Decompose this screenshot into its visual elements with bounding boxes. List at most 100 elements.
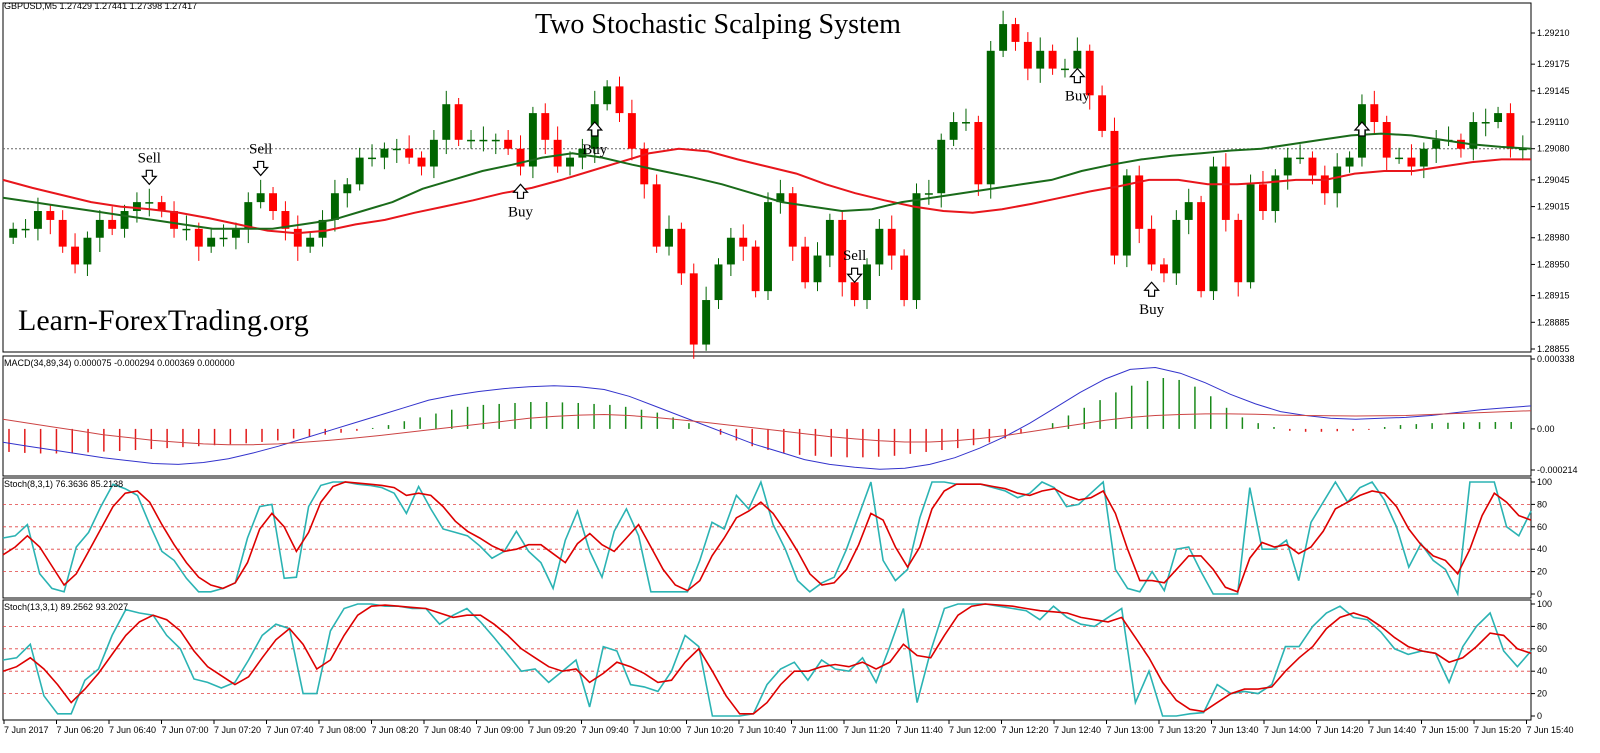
candle-body <box>194 228 203 247</box>
candle-body <box>541 113 550 140</box>
candle-body <box>627 113 636 149</box>
candle-body <box>726 237 735 265</box>
candle-body <box>900 255 909 301</box>
stoch2-axis-label: 60 <box>1537 644 1547 654</box>
time-axis-label: 7 Jun 08:00 <box>319 725 366 735</box>
candle-body <box>1370 104 1379 123</box>
candle-body <box>281 211 290 229</box>
time-axis-label: 7 Jun 10:20 <box>687 725 734 735</box>
price-axis-label: 1.29080 <box>1537 144 1570 154</box>
stoch1-axis-label: 40 <box>1537 544 1547 554</box>
time-axis-label: 7 Jun 07:00 <box>162 725 209 735</box>
candle-body <box>1419 148 1428 167</box>
candle-body <box>504 139 513 149</box>
candle-body <box>46 211 55 220</box>
candle-body <box>58 219 67 247</box>
candle-body <box>392 148 401 151</box>
candle-body <box>788 193 797 247</box>
candle-body <box>1172 219 1181 274</box>
candle-body <box>974 122 983 185</box>
macd-pane-content <box>2 366 1532 470</box>
price-axis-label: 1.28950 <box>1537 259 1570 269</box>
candle-body <box>491 139 500 142</box>
candle-body <box>776 193 785 203</box>
stoch1-main-line <box>2 479 1532 597</box>
buy-arrow-icon <box>586 121 604 137</box>
price-axis-label: 1.29145 <box>1537 86 1570 96</box>
candle-body <box>578 148 587 158</box>
candle-body <box>1011 24 1020 42</box>
candle-body <box>9 228 18 238</box>
candle-body <box>1246 184 1255 283</box>
candle-body <box>479 139 488 142</box>
candle-body <box>1296 157 1305 160</box>
time-axis-label: 7 Jun 13:20 <box>1159 725 1206 735</box>
sell-arrow-icon <box>140 169 158 186</box>
time-axis-label: 7 Jun 14:00 <box>1264 725 1311 735</box>
time-axis-label: 7 Jun 06:20 <box>57 725 104 735</box>
candle-body <box>1481 122 1490 124</box>
candle-body <box>1518 148 1527 151</box>
time-axis-label: 7 Jun 09:20 <box>529 725 576 735</box>
time-axis-label: 7 Jun 10:00 <box>634 725 681 735</box>
candle-body <box>1258 184 1267 212</box>
candle-body <box>1345 157 1354 167</box>
time-axis-label: 7 Jun 12:20 <box>1002 725 1049 735</box>
candle-body <box>850 282 859 301</box>
candle-body <box>1469 122 1478 149</box>
candle-body <box>306 237 315 247</box>
candle-body <box>516 148 525 167</box>
stoch1-signal-line <box>2 481 1532 593</box>
time-axis-label: 7 Jun 15:00 <box>1422 725 1469 735</box>
time-axis-label: 7 Jun 14:20 <box>1317 725 1364 735</box>
candle-body <box>454 104 463 140</box>
candle-body <box>231 228 240 238</box>
candle-body <box>442 104 451 140</box>
candle-body <box>1098 95 1107 131</box>
candle-body <box>343 184 352 194</box>
macd-axis-label: 0.000338 <box>1537 354 1575 364</box>
price-axis-label: 1.29015 <box>1537 202 1570 212</box>
time-axis-label: 7 Jun 12:00 <box>949 725 996 735</box>
price-axis-label: 1.29045 <box>1537 175 1570 185</box>
candle-body <box>1135 175 1144 229</box>
candle-body <box>33 211 42 229</box>
candle-body <box>949 122 958 140</box>
candle-body <box>1209 166 1218 292</box>
candle-body <box>1147 228 1156 265</box>
candle-body <box>652 184 661 247</box>
macd-pane-header: MACD(34,89,34) 0.000075 -0.000294 0.0003… <box>4 358 235 368</box>
candle-body <box>1333 166 1342 194</box>
candle-body <box>429 139 438 167</box>
candle-body <box>355 157 364 185</box>
time-axis-label: 7 Jun 10:40 <box>739 725 786 735</box>
candle-body <box>1221 166 1230 220</box>
time-axis-label: 7 Jun 15:40 <box>1527 725 1574 735</box>
candle-body <box>1085 50 1094 96</box>
candle-body <box>528 113 537 167</box>
time-axis-label: 7 Jun 07:40 <box>267 725 314 735</box>
price-axis: 1.29210 1.29175 1.29145 1.29110 1.29080 1.290… <box>1531 28 1578 721</box>
candle-body <box>689 273 698 345</box>
candle-body <box>924 193 933 195</box>
sell-label: Sell <box>843 248 866 264</box>
candle-body <box>83 237 92 265</box>
buy-arrow-icon <box>512 183 529 199</box>
candle-body <box>318 219 327 238</box>
candle-body <box>1023 41 1032 69</box>
price-axis-label: 1.28855 <box>1537 344 1570 354</box>
stoch1-pane-content <box>2 479 1532 597</box>
buy-arrow-icon <box>1353 121 1371 137</box>
candle-body <box>256 193 265 203</box>
candle-body <box>962 122 970 124</box>
buy-label: Buy <box>582 142 608 158</box>
candle-body <box>615 86 624 114</box>
candle-body <box>1506 113 1515 149</box>
stoch2-axis-label: 100 <box>1537 599 1552 609</box>
time-axis-label: 7 Jun 08:20 <box>372 725 419 735</box>
price-axis-label: 1.29210 <box>1537 28 1570 38</box>
time-axis-label: 7 Jun 09:00 <box>477 725 524 735</box>
time-axis-label: 7 Jun 09:40 <box>582 725 629 735</box>
candle-body <box>95 219 104 238</box>
stoch1-axis-label: 100 <box>1537 477 1552 487</box>
